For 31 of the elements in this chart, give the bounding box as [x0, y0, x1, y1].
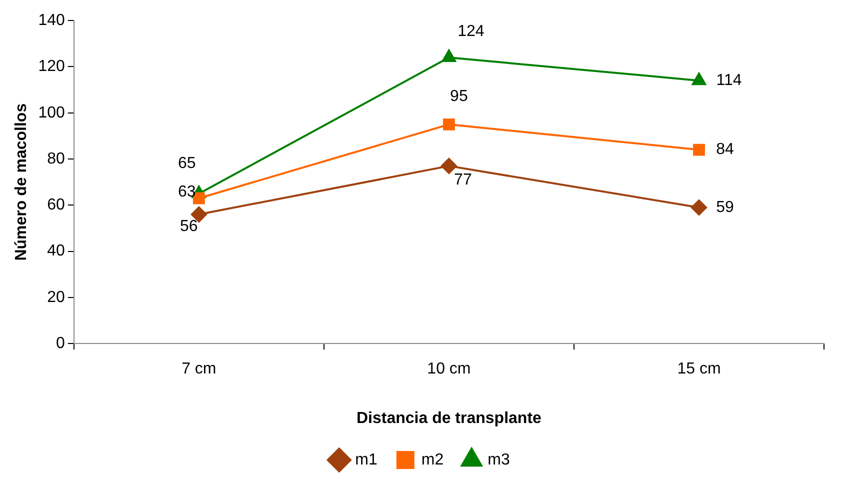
- y-tick-label: 120: [38, 58, 65, 76]
- data-label: 63: [178, 184, 196, 201]
- y-tick-label: 60: [47, 196, 65, 214]
- data-label: 65: [178, 155, 196, 172]
- y-tick-label: 140: [38, 12, 65, 30]
- point: [692, 72, 706, 86]
- x-axis-title: Distancia de transplante: [356, 410, 542, 427]
- legend-label: m3: [488, 451, 510, 468]
- x-tick-label: 10 cm: [427, 360, 471, 378]
- data-label: 84: [716, 141, 734, 158]
- x-tick-label: 15 cm: [677, 360, 721, 378]
- point: [443, 118, 455, 130]
- y-tick-label: 20: [47, 288, 65, 306]
- point: [693, 144, 705, 156]
- x-tick-label: 7 cm: [182, 360, 216, 378]
- y-tick-label: 40: [47, 242, 65, 260]
- data-label: 95: [450, 88, 468, 105]
- data-label: 124: [458, 22, 484, 40]
- y-axis-title: Número de macollos: [13, 103, 30, 261]
- data-label: 56: [180, 218, 198, 235]
- data-label: 114: [716, 72, 742, 89]
- point: [442, 50, 456, 62]
- point: [440, 158, 457, 174]
- legend-label: m1: [355, 451, 378, 468]
- data-label: 59: [716, 198, 734, 216]
- legend-label: m2: [421, 451, 444, 468]
- y-tick-label: 80: [47, 150, 65, 168]
- y-tick-label: 100: [38, 104, 65, 122]
- point: [690, 199, 707, 216]
- data-label: 77: [454, 171, 472, 188]
- y-tick-label: 0: [56, 335, 65, 352]
